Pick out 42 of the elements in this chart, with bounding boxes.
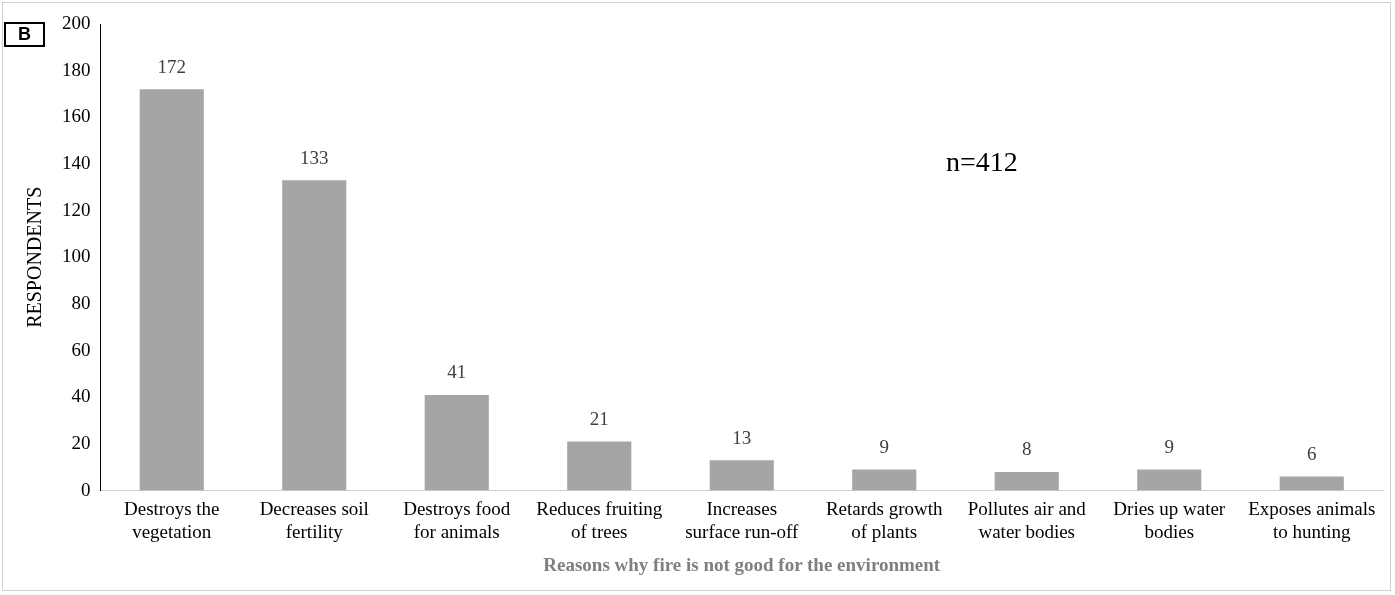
data-label: 6 [1307,443,1317,465]
data-label: 21 [589,408,609,430]
data-label: 41 [447,361,467,383]
data-label: 172 [157,55,186,77]
data-label: 9 [879,436,889,458]
bar [709,460,774,491]
x-tick-label: Increases surface run-off [685,497,799,542]
bar [139,89,204,491]
y-tick-label: 160 [62,105,91,127]
x-tick-label: Decreases soil fertility [259,497,369,542]
y-tick-label: 60 [71,338,91,360]
data-label: 8 [1022,438,1032,460]
bar [282,180,347,491]
bar [852,469,917,491]
data-label: 13 [732,426,752,448]
x-tick-label: Destroys the vegetation [123,497,220,542]
bar [1279,476,1344,491]
x-tick-label: Reduces fruiting of trees [536,497,663,542]
annotation: n=412 [946,146,1018,178]
bar [994,471,1059,491]
x-tick-label: Retards growth of plants [825,497,944,542]
data-label: 9 [1164,436,1174,458]
y-tick-label: 120 [62,198,91,220]
y-tick-label: 20 [71,431,91,453]
y-tick-label: 180 [62,58,91,80]
bar [1137,469,1202,491]
bar [424,394,489,491]
y-tick-label: 80 [71,291,91,313]
y-tick-label: 40 [71,385,91,407]
x-tick-label: Destroys food for animals [403,497,511,542]
x-tick-label: Dries up water bodies [1113,497,1226,542]
x-tick-label: Pollutes air and water bodies [967,497,1087,542]
text: B [4,22,45,47]
y-tick-label: 200 [62,11,91,33]
bar [567,441,632,491]
y-tick-label: 140 [62,151,91,173]
data-label: 133 [300,146,329,168]
x-tick-label: Exposes animals to hunting [1248,497,1376,542]
y-axis-title: RESPONDENTS [23,186,46,328]
y-tick-label: 100 [62,245,91,267]
y-tick-label: 0 [81,478,91,500]
x-axis-title: Reasons why fire is not good for the environment [543,553,941,575]
